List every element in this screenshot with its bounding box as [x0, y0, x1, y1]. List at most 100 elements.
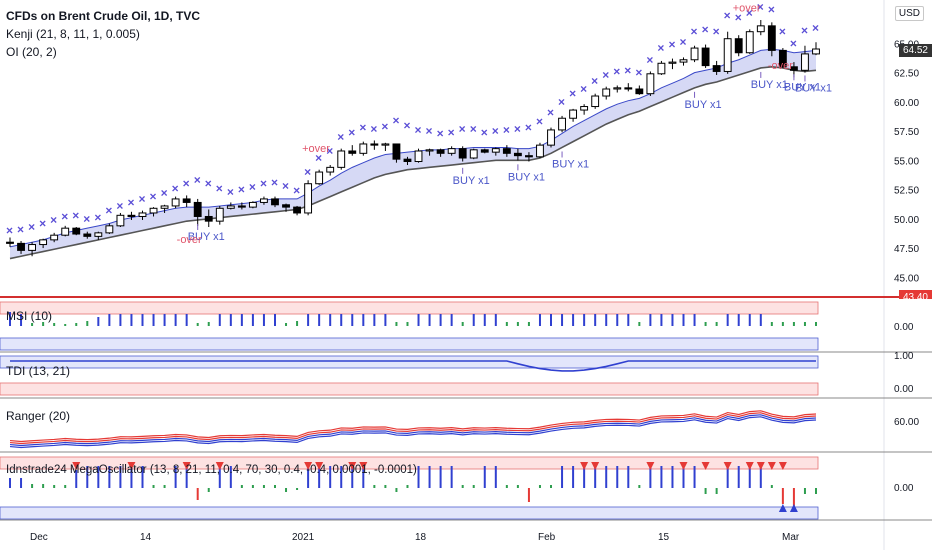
- candle-body: [39, 239, 48, 246]
- mega-sell-marker: [304, 462, 313, 470]
- candle-body: [536, 144, 544, 158]
- marker-x: ×: [260, 177, 267, 191]
- over-minus-label: -over: [768, 60, 793, 72]
- candle-body: [215, 207, 224, 222]
- marker-x: ×: [116, 199, 123, 213]
- chart-title: CFDs on Brent Crude Oil, 1D, TVC: [6, 9, 201, 23]
- marker-x: ×: [713, 25, 720, 39]
- buy-signal-label: BUY x1: [751, 79, 788, 91]
- mega-sell-marker: [723, 462, 732, 470]
- last-price-tag: 64.52: [898, 44, 932, 57]
- marker-x: ×: [558, 95, 565, 109]
- buy-signal-label: BUY x1: [784, 81, 821, 93]
- tdi-pane-label: TDI (13, 21): [6, 364, 71, 378]
- candle-body: [657, 62, 666, 75]
- mega-sell-marker: [182, 462, 191, 470]
- currency-selector[interactable]: USD: [894, 6, 924, 21]
- over-minus-label: -over: [177, 234, 202, 246]
- mega-buy-marker: [778, 504, 787, 512]
- time-tick-label: Mar: [782, 532, 800, 543]
- band-lower-line: [9, 65, 817, 260]
- msi-pane-label: MSI (10): [6, 309, 53, 323]
- mega-sell-marker: [127, 462, 136, 470]
- candle-body: [271, 198, 279, 206]
- marker-x: ×: [735, 11, 742, 25]
- ranger-pane-label: Ranger (20): [6, 409, 71, 423]
- mega-sell-marker: [756, 462, 765, 470]
- time-tick-label: 14: [140, 532, 152, 543]
- time-tick-label: Feb: [538, 532, 556, 543]
- marker-x: ×: [657, 41, 664, 55]
- price-tick-label: 60.00: [894, 98, 919, 109]
- price-tick-label: 62.50: [894, 69, 919, 80]
- marker-x: ×: [691, 25, 698, 39]
- candle-body: [458, 148, 467, 159]
- candle-body: [370, 143, 379, 146]
- candle-body: [337, 150, 346, 168]
- marker-x: ×: [702, 22, 709, 36]
- candle-body: [182, 198, 191, 203]
- buy-signal-label: BUY x1: [685, 99, 722, 111]
- ranger-line: [9, 410, 817, 443]
- price-tick-label: 45.00: [894, 273, 919, 284]
- candle-body: [547, 129, 555, 146]
- candle-body: [789, 66, 798, 71]
- marker-x: ×: [392, 114, 399, 128]
- marker-x: ×: [415, 123, 422, 137]
- msi-tick-label: 0.00: [894, 322, 914, 333]
- marker-x: ×: [348, 125, 355, 139]
- mega-sell-marker: [646, 462, 655, 470]
- candle-body: [282, 204, 290, 208]
- mega-lower-zone: [0, 506, 819, 520]
- ranger-line: [9, 412, 817, 445]
- candle-body: [580, 106, 589, 111]
- price-tick-label: 52.50: [894, 186, 919, 197]
- candle-body: [260, 198, 268, 203]
- buy-signal-label: BUY x1: [188, 231, 225, 243]
- candle-body: [602, 88, 611, 97]
- mega-upper-zone: [0, 456, 819, 470]
- ranger-line: [9, 414, 817, 447]
- marker-x: ×: [503, 123, 510, 137]
- candle-body: [701, 47, 710, 67]
- time-tick-label: Dec: [30, 532, 48, 543]
- ranger-line: [9, 416, 817, 449]
- candle-body: [469, 149, 478, 159]
- tdi-upper-zone: [0, 355, 819, 369]
- candle-body: [690, 47, 699, 61]
- candle-body: [83, 233, 92, 237]
- marker-x: ×: [150, 190, 157, 204]
- candle-body: [392, 143, 401, 160]
- marker-x: ×: [216, 181, 223, 195]
- candle-body: [72, 227, 81, 235]
- tdi-line: [10, 360, 816, 372]
- marker-x: ×: [779, 25, 786, 39]
- mega-tick-label: 0.00: [894, 483, 914, 494]
- marker-x: ×: [72, 208, 79, 222]
- candle-body: [425, 149, 434, 152]
- candle-body: [6, 241, 14, 244]
- ranger-tick-label: 60.00: [894, 417, 919, 428]
- marker-x: ×: [282, 179, 289, 193]
- marker-x: ×: [39, 216, 46, 230]
- marker-x: ×: [227, 185, 234, 199]
- marker-x: ×: [172, 181, 179, 195]
- marker-x: ×: [492, 124, 499, 138]
- mega-sell-marker: [767, 462, 776, 470]
- mega-sell-marker: [315, 462, 324, 470]
- candle-body: [723, 38, 732, 72]
- marker-x: ×: [337, 130, 344, 144]
- marker-x: ×: [459, 122, 466, 136]
- marker-x: ×: [315, 151, 322, 165]
- candle-body: [558, 117, 566, 131]
- marker-x: ×: [326, 144, 333, 158]
- candle-body: [734, 38, 743, 54]
- marker-x: ×: [426, 124, 433, 138]
- marker-x: ×: [680, 35, 687, 49]
- marker-x: ×: [481, 125, 488, 139]
- marker-x: ×: [17, 222, 24, 236]
- marker-x: ×: [646, 53, 653, 67]
- marker-x: ×: [470, 122, 477, 136]
- buy-signal-label: BUY x1: [795, 82, 832, 94]
